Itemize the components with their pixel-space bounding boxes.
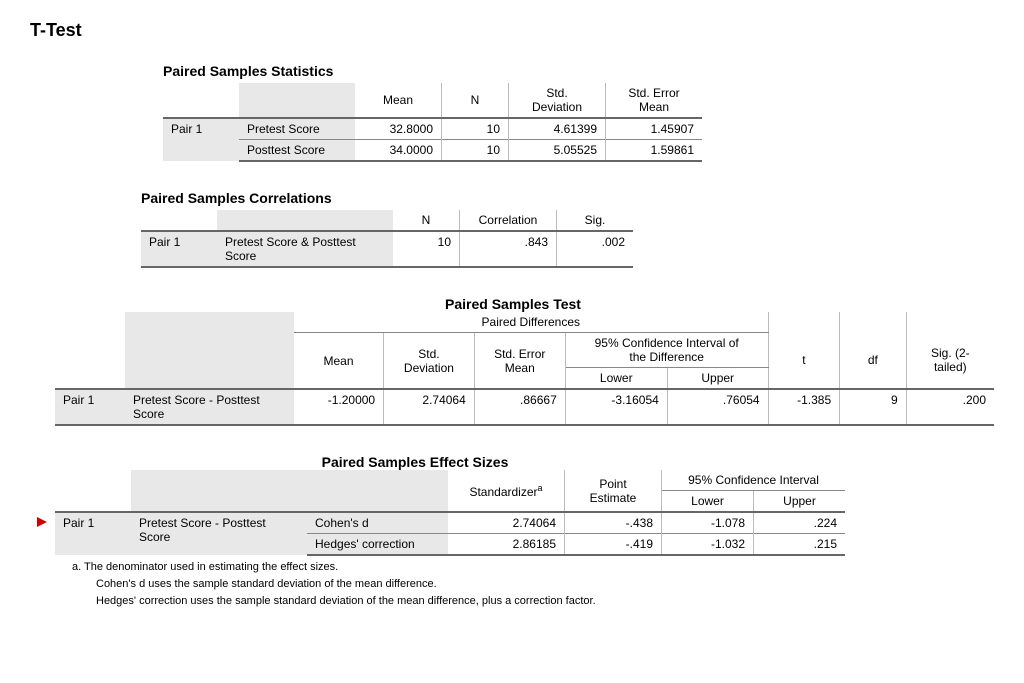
col-sd: Std.Deviation [509, 83, 606, 118]
cell: 1.59861 [606, 140, 703, 162]
cell: .002 [557, 231, 634, 267]
row-label: Posttest Score [239, 140, 355, 162]
cell: 34.0000 [355, 140, 442, 162]
cell: .224 [754, 512, 846, 534]
col-standardizer: Standardizera [448, 470, 565, 512]
col-point: PointEstimate [565, 470, 662, 512]
pair-label: Pair 1 [141, 231, 217, 267]
col-sd: Std.Deviation [384, 333, 475, 390]
cell: -.419 [565, 534, 662, 556]
col-mean: Mean [355, 83, 442, 118]
cell: 32.8000 [355, 118, 442, 140]
pair-label: Pair 1 [163, 118, 239, 161]
cell: 4.61399 [509, 118, 606, 140]
cell: -3.16054 [565, 389, 667, 425]
row-label: Pretest Score & PosttestScore [217, 231, 393, 267]
cell: .76054 [667, 389, 768, 425]
cell: -1.385 [768, 389, 840, 425]
paired-differences-header: Paired Differences [294, 312, 768, 333]
footnotes: a. The denominator used in estimating th… [70, 560, 994, 609]
cell: -1.032 [662, 534, 754, 556]
col-sem: Std. ErrorMean [474, 333, 565, 390]
cell: .843 [460, 231, 557, 267]
cell: 1.45907 [606, 118, 703, 140]
table2: N Correlation Sig. Pair 1 Pretest Score … [141, 210, 633, 268]
paired-samples-test-block: Paired Samples Test Paired Differences M… [30, 296, 994, 426]
col-sem: Std. ErrorMean [606, 83, 703, 118]
col-n: N [393, 210, 460, 231]
footnote-c: Hedges' correction uses the sample stand… [70, 594, 994, 609]
cell: -.438 [565, 512, 662, 534]
cell: 2.74064 [448, 512, 565, 534]
pair-label: Pair 1 [55, 389, 125, 425]
col-n: N [442, 83, 509, 118]
cell: 2.86185 [448, 534, 565, 556]
table2-title: Paired Samples Correlations [141, 190, 994, 206]
col-lower: Lower [662, 491, 754, 513]
table1: Mean N Std.Deviation Std. ErrorMean Pair… [163, 83, 702, 162]
row-label: Pretest Score - PosttestScore [131, 512, 307, 555]
paired-samples-effect-sizes-block: Paired Samples Effect Sizes Standardizer… [55, 454, 994, 556]
ci-header: 95% Confidence Interval ofthe Difference [565, 333, 768, 368]
method-label: Hedges' correction [307, 534, 448, 556]
cell: 10 [442, 118, 509, 140]
ci-header: 95% Confidence Interval [662, 470, 846, 491]
page-title: T-Test [30, 20, 994, 41]
row-label: Pretest Score - PosttestScore [125, 389, 294, 425]
col-corr: Correlation [460, 210, 557, 231]
col-mean: Mean [294, 333, 384, 390]
cell: .200 [906, 389, 994, 425]
col-t: t [768, 333, 840, 390]
cell: 10 [442, 140, 509, 162]
cell: 10 [393, 231, 460, 267]
cell: .215 [754, 534, 846, 556]
footnote-b: Cohen's d uses the sample standard devia… [70, 577, 994, 592]
cell: .86667 [474, 389, 565, 425]
col-sig: Sig. [557, 210, 634, 231]
cell: 9 [840, 389, 906, 425]
paired-samples-statistics-block: Paired Samples Statistics Mean N Std.Dev… [163, 63, 994, 162]
table1-title: Paired Samples Statistics [163, 63, 994, 79]
cell: 2.74064 [384, 389, 475, 425]
method-label: Cohen's d [307, 512, 448, 534]
cell: -1.078 [662, 512, 754, 534]
pair-label: Pair 1 [55, 512, 131, 555]
col-sig: Sig. (2-tailed) [906, 333, 994, 390]
table3-title: Paired Samples Test [445, 296, 581, 312]
col-lower: Lower [565, 368, 667, 390]
col-upper: Upper [754, 491, 846, 513]
table3: Paired Differences Mean Std.Deviation St… [55, 312, 994, 426]
col-df: df [840, 333, 906, 390]
footnote-a: a. The denominator used in estimating th… [70, 560, 994, 575]
paired-samples-correlations-block: Paired Samples Correlations N Correlatio… [141, 190, 994, 268]
table4-title: Paired Samples Effect Sizes [322, 454, 509, 470]
row-label: Pretest Score [239, 118, 355, 140]
cell: -1.20000 [294, 389, 384, 425]
table4: Standardizera PointEstimate 95% Confiden… [55, 470, 845, 556]
cell: 5.05525 [509, 140, 606, 162]
col-upper: Upper [667, 368, 768, 390]
